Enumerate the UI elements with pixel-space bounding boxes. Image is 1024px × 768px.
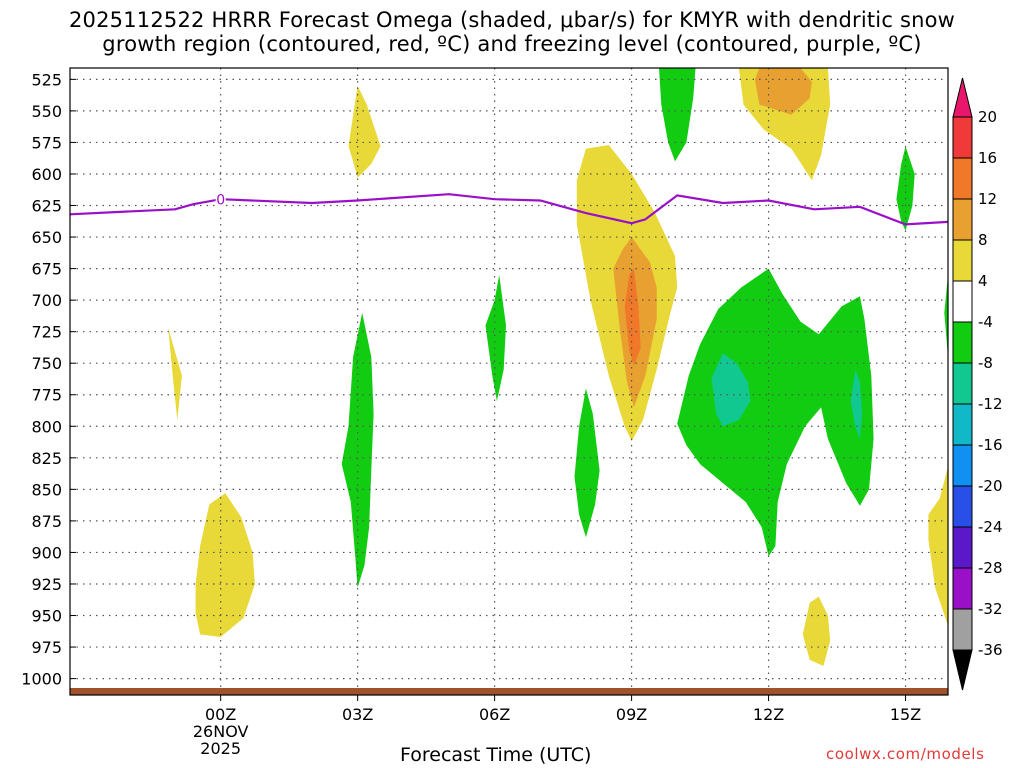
y-tick-label-975: 975 <box>31 638 62 657</box>
y-tick-label-950: 950 <box>31 607 62 626</box>
y-tick-label-925: 925 <box>31 575 62 594</box>
omega-region-17 <box>928 466 948 626</box>
colorbar-swatch-13 <box>952 608 973 651</box>
ground-surface <box>70 688 948 695</box>
omega-region-2 <box>195 493 255 637</box>
colorbar-top-arrow <box>952 77 973 118</box>
colorbar-label-6: -8 <box>978 354 993 372</box>
freezing-level-line <box>70 193 948 226</box>
omega-region-4 <box>485 274 506 402</box>
plot-frame-layer <box>69 67 949 696</box>
freezing-level-label: 0 <box>216 193 225 209</box>
y-axis-layer: 525 550 575 600 625 650 675 700 725 750 775 800 825 8… <box>21 70 76 689</box>
omega-region-15 <box>896 146 915 231</box>
colorbar-label-4: 4 <box>978 272 988 290</box>
y-tick-label-875: 875 <box>31 512 62 531</box>
colorbar-label-13: -36 <box>978 641 1003 659</box>
omega-region-1 <box>348 85 381 178</box>
colorbar-label-7: -12 <box>978 395 1003 413</box>
omega-region-5 <box>574 388 600 538</box>
y-tick-label-750: 750 <box>31 354 62 373</box>
colorbar-label-8: -16 <box>978 436 1003 454</box>
colorbar-label-0: 20 <box>978 108 997 126</box>
grid-layer <box>70 68 948 695</box>
y-tick-label-900: 900 <box>31 543 62 562</box>
x-tick-date: 26NOV <box>193 722 249 741</box>
colorbar-swatch-12 <box>952 567 973 610</box>
y-tick-label-800: 800 <box>31 417 62 436</box>
y-tick-label-675: 675 <box>31 260 62 279</box>
y-tick-label-550: 550 <box>31 102 62 121</box>
y-tick-label-650: 650 <box>31 228 62 247</box>
chart-title-line-2: growth region (contoured, red, ºC) and f… <box>102 32 922 56</box>
y-tick-label-525: 525 <box>31 70 62 89</box>
y-tick-label-850: 850 <box>31 480 62 499</box>
omega-region-3 <box>341 312 374 588</box>
y-tick-label-625: 625 <box>31 197 62 216</box>
colorbar-swatch-2 <box>952 157 973 200</box>
plot-frame <box>69 67 949 696</box>
x-tick-year: 2025 <box>200 739 241 758</box>
y-tick-label-1000: 1000 <box>21 670 62 689</box>
y-tick-label-825: 825 <box>31 449 62 468</box>
omega-region-13 <box>711 353 751 427</box>
omega-region-9 <box>659 68 696 162</box>
colorbar-swatch-9 <box>952 444 973 487</box>
x-axis-label: Forecast Time (UTC) <box>400 744 592 766</box>
colorbar-label-1: 16 <box>978 149 997 167</box>
colorbar-label-12: -32 <box>978 600 1003 618</box>
credit-link[interactable]: coolwx.com/models <box>826 745 985 763</box>
colorbar-swatch-10 <box>952 485 973 528</box>
omega-region-11 <box>754 68 812 115</box>
y-tick-label-725: 725 <box>31 323 62 342</box>
colorbar-swatch-1 <box>952 116 973 159</box>
colorbar-label-11: -28 <box>978 559 1003 577</box>
colorbar-label-9: -20 <box>978 477 1003 495</box>
y-tick-label-700: 700 <box>31 291 62 310</box>
colorbar-label-2: 12 <box>978 190 997 208</box>
colorbar-swatch-11 <box>952 526 973 569</box>
colorbar-swatch-7 <box>952 362 973 405</box>
freezing-level-layer: 0 <box>70 191 948 226</box>
omega-region-0 <box>168 327 182 420</box>
colorbar-swatch-3 <box>952 198 973 241</box>
omega-region-18 <box>802 596 831 666</box>
x-tick-label-12Z: 12Z <box>753 705 784 724</box>
x-tick-label-00Z: 00Z <box>205 705 236 724</box>
colorbar-swatch-5 <box>952 280 973 323</box>
chart-title-line-1: 2025112522 HRRR Forecast Omega (shaded, … <box>68 8 956 32</box>
colorbar-swatch-4 <box>952 239 973 282</box>
x-tick-label-06Z: 06Z <box>479 705 510 724</box>
omega-region-14 <box>850 369 863 439</box>
y-tick-label-600: 600 <box>31 165 62 184</box>
omega-region-8 <box>624 268 641 366</box>
omega-region-12 <box>677 268 874 557</box>
omega-shading-layer <box>168 68 948 666</box>
colorbar-swatch-8 <box>952 403 973 446</box>
x-tick-label-03Z: 03Z <box>342 705 373 724</box>
freezing-label-bg <box>215 191 226 208</box>
x-tick-label-15Z: 15Z <box>890 705 921 724</box>
y-tick-label-775: 775 <box>31 386 62 405</box>
colorbar-layer: 20 16 12 8 4 -4 -8 -12 -16 -20 -24 -28 -32 -36 <box>952 77 1003 691</box>
colorbar-bottom-arrow <box>952 649 973 691</box>
y-tick-label-575: 575 <box>31 133 62 152</box>
colorbar-label-10: -24 <box>978 518 1003 536</box>
colorbar-label-5: -4 <box>978 313 993 331</box>
x-tick-label-09Z: 09Z <box>616 705 647 724</box>
colorbar-label-3: 8 <box>978 231 988 249</box>
omega-region-16 <box>944 274 948 357</box>
colorbar-swatch-6 <box>952 321 973 364</box>
ground-layer <box>70 688 948 695</box>
